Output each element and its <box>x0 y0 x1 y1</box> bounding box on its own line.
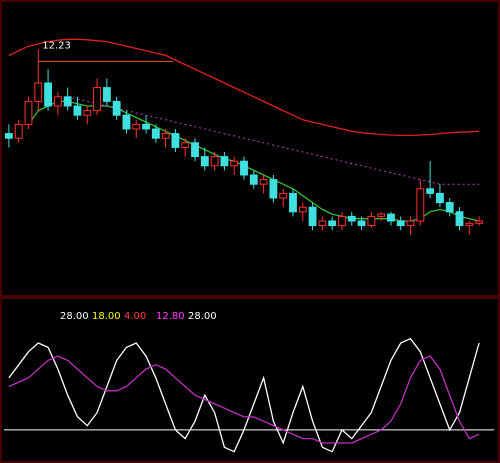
candle-body <box>200 156 209 167</box>
candle-body <box>298 206 307 213</box>
candle-body <box>142 123 150 130</box>
candle-body <box>416 188 425 222</box>
candle-body <box>367 215 376 227</box>
candle-body <box>4 133 13 139</box>
candle-body <box>34 82 43 102</box>
candle-body <box>387 213 395 222</box>
candle-body <box>377 213 386 217</box>
candle-body <box>308 206 317 227</box>
indicator-line <box>8 38 480 137</box>
sub-panel-frame <box>0 297 500 463</box>
candle-body <box>318 220 327 227</box>
indicator-line <box>67 96 480 185</box>
candle-body <box>475 220 484 224</box>
candle-body <box>406 220 415 227</box>
indicator-value: 28.00 <box>60 311 89 322</box>
candle-body <box>93 87 101 112</box>
candle-body <box>24 100 33 125</box>
candle-body <box>259 179 268 185</box>
candle-body <box>289 192 297 213</box>
candle-body <box>357 220 366 227</box>
candle-body <box>171 133 180 148</box>
candle-body <box>455 211 464 227</box>
candle-body <box>83 110 92 116</box>
candle-body <box>338 215 346 227</box>
candle-body <box>181 142 190 148</box>
candle-body <box>112 100 121 116</box>
candle-body <box>210 156 219 167</box>
candle-body <box>465 222 474 227</box>
candle-body <box>230 160 239 167</box>
candle-body <box>53 96 62 107</box>
candle-body <box>269 179 278 199</box>
indicator-line <box>8 337 480 453</box>
main-panel-frame <box>0 0 500 297</box>
indicator-value: 18.00 <box>92 311 121 322</box>
indicator-value: 12.80 <box>156 311 185 322</box>
candle-body <box>73 105 82 116</box>
peak-label: 12.23 <box>42 40 71 51</box>
candle-body <box>44 82 53 107</box>
indicator-value: 28.00 <box>188 311 217 322</box>
candle-body <box>426 188 435 194</box>
candle-body <box>347 215 356 222</box>
candle-body <box>102 87 111 102</box>
candle-body <box>396 220 405 227</box>
candle-body <box>191 142 199 158</box>
candle-body <box>63 96 72 107</box>
candle-body <box>435 192 444 204</box>
candle-body <box>151 128 160 139</box>
candle-body <box>122 114 131 130</box>
candle-body <box>14 123 23 139</box>
candle-body <box>328 220 337 227</box>
candle-body <box>132 123 141 130</box>
candle-body <box>249 174 258 185</box>
indicator-line <box>8 355 480 444</box>
candle-body <box>279 192 288 199</box>
candle-body <box>161 133 170 139</box>
indicator-value: 4.00 <box>124 311 146 322</box>
candle-body <box>220 156 229 167</box>
candle-body <box>445 202 454 213</box>
candle-body <box>240 160 248 176</box>
